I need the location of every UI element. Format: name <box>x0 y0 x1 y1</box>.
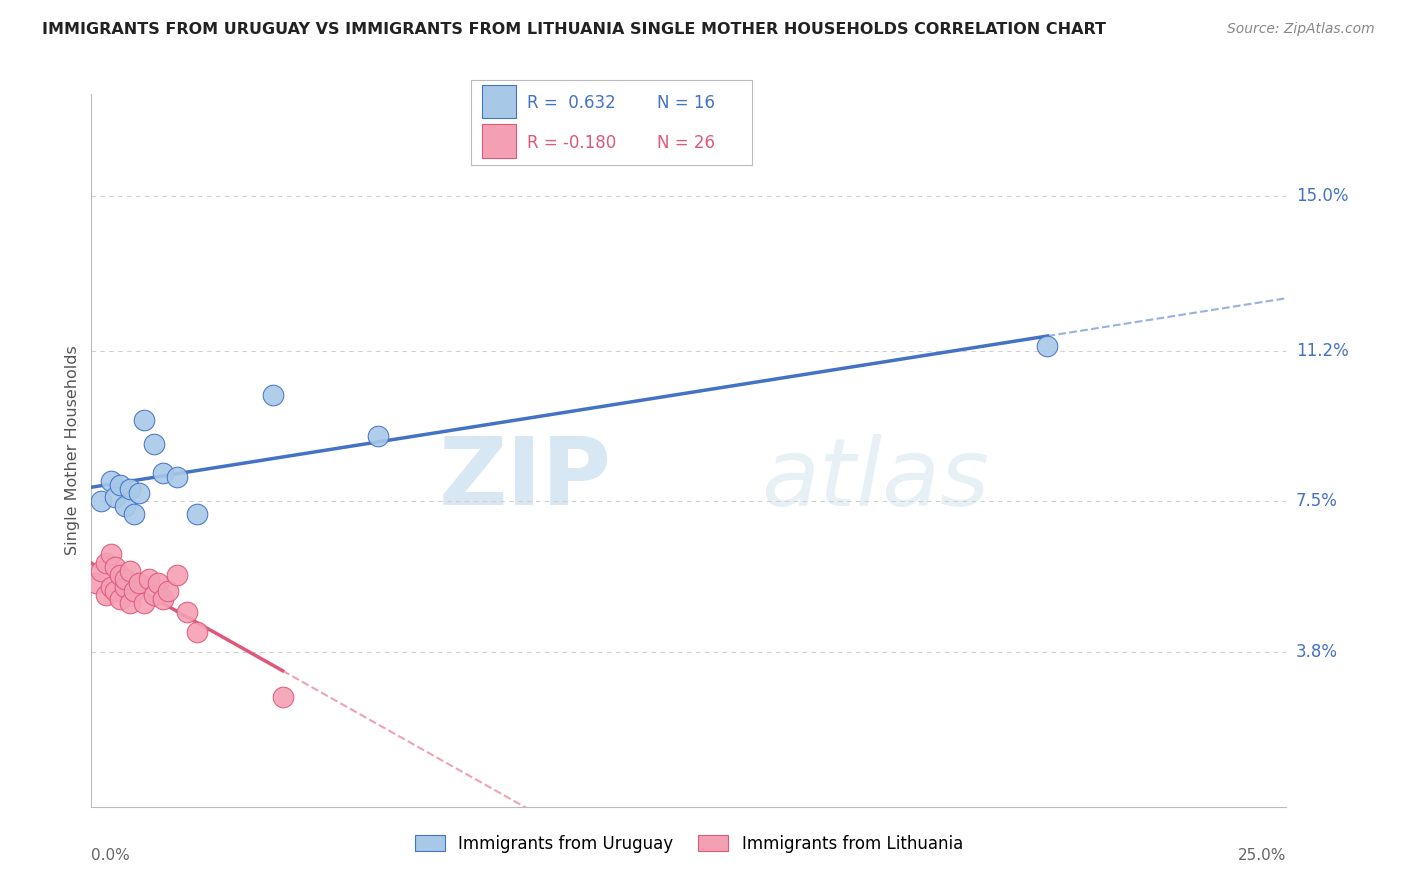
Point <box>152 592 174 607</box>
Text: 11.2%: 11.2% <box>1296 342 1348 359</box>
Point <box>186 507 208 521</box>
Point <box>148 576 170 591</box>
Point <box>271 690 294 705</box>
Legend: Immigrants from Uruguay, Immigrants from Lithuania: Immigrants from Uruguay, Immigrants from… <box>408 829 970 860</box>
Point <box>100 548 122 562</box>
Text: R = -0.180: R = -0.180 <box>527 134 616 152</box>
Point <box>367 429 389 443</box>
Point <box>138 572 160 586</box>
Text: 15.0%: 15.0% <box>1296 186 1348 204</box>
Text: 0.0%: 0.0% <box>91 848 131 863</box>
Point <box>132 413 155 427</box>
Point <box>84 576 107 591</box>
Text: R =  0.632: R = 0.632 <box>527 95 616 112</box>
Point <box>124 584 146 599</box>
Point <box>94 556 117 570</box>
Point <box>118 596 141 610</box>
Point <box>128 576 150 591</box>
Point <box>114 499 136 513</box>
Point <box>94 588 117 602</box>
Point <box>1036 339 1059 353</box>
Point <box>128 486 150 500</box>
Point <box>108 478 131 492</box>
Text: atlas: atlas <box>761 434 988 524</box>
Point <box>262 388 284 402</box>
Point <box>90 494 112 508</box>
Point <box>104 584 127 599</box>
Text: 3.8%: 3.8% <box>1296 643 1339 661</box>
Point <box>166 470 188 484</box>
Y-axis label: Single Mother Households: Single Mother Households <box>65 345 80 556</box>
Point <box>104 559 127 574</box>
Point <box>114 572 136 586</box>
Point <box>176 605 198 619</box>
Point <box>118 482 141 496</box>
Text: N = 16: N = 16 <box>657 95 714 112</box>
Text: IMMIGRANTS FROM URUGUAY VS IMMIGRANTS FROM LITHUANIA SINGLE MOTHER HOUSEHOLDS CO: IMMIGRANTS FROM URUGUAY VS IMMIGRANTS FR… <box>42 22 1107 37</box>
Point <box>186 624 208 639</box>
Point <box>124 507 146 521</box>
Point <box>152 466 174 480</box>
Text: 7.5%: 7.5% <box>1296 492 1339 510</box>
Point <box>118 564 141 578</box>
Text: 25.0%: 25.0% <box>1239 848 1286 863</box>
Bar <box>482 85 516 119</box>
Point <box>108 567 131 582</box>
Point <box>142 588 165 602</box>
Bar <box>482 124 516 158</box>
Point <box>100 580 122 594</box>
Point <box>166 567 188 582</box>
Point <box>108 592 131 607</box>
Point <box>104 491 127 505</box>
Point <box>114 580 136 594</box>
Point <box>90 564 112 578</box>
Point <box>156 584 179 599</box>
Point <box>100 474 122 488</box>
Text: N = 26: N = 26 <box>657 134 714 152</box>
Text: ZIP: ZIP <box>439 433 612 525</box>
Point <box>132 596 155 610</box>
Point <box>142 437 165 451</box>
Text: Source: ZipAtlas.com: Source: ZipAtlas.com <box>1227 22 1375 37</box>
